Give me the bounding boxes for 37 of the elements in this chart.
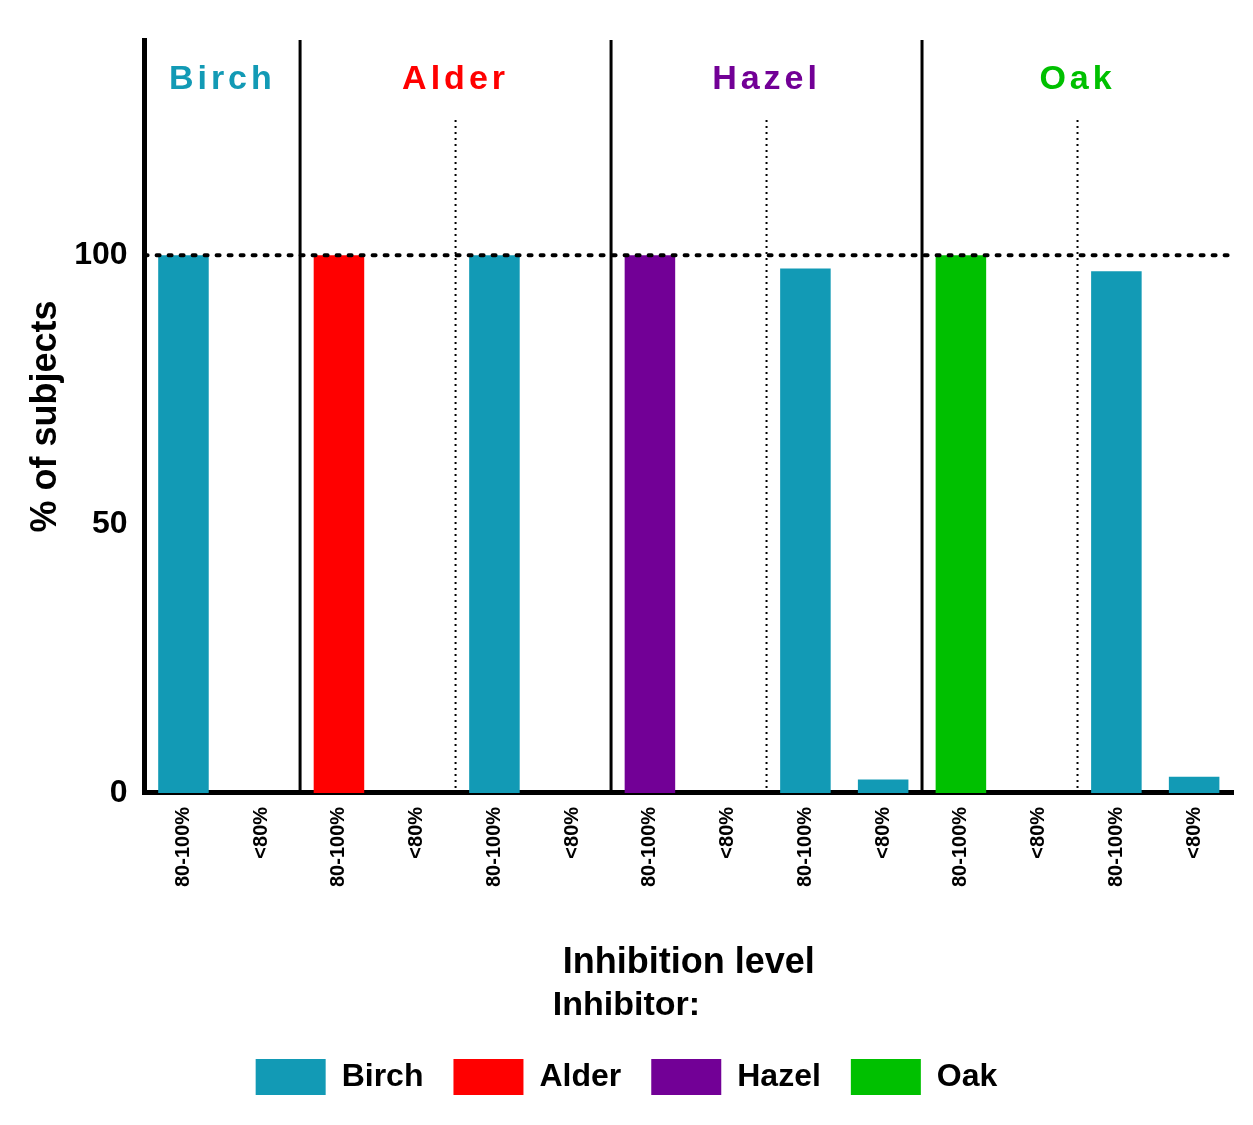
x-tick-label: 80-100% (1103, 806, 1126, 887)
y-axis-title: % of subjects (22, 300, 64, 533)
bar (158, 255, 209, 793)
y-tick-label: 50 (92, 503, 128, 540)
bar (935, 255, 987, 793)
x-tick-label: <80% (715, 806, 738, 859)
x-tick-label: <80% (248, 806, 271, 859)
legend-label: Alder (539, 1056, 622, 1093)
bar (780, 268, 831, 793)
x-tick-label: 80-100% (948, 806, 971, 887)
x-tick-label: <80% (1026, 806, 1049, 859)
text: Birch (168, 58, 276, 97)
bar (313, 255, 365, 793)
y-tick-label: 0 (109, 772, 128, 809)
bar (1091, 271, 1142, 793)
x-tick-label: 80-100% (481, 806, 504, 887)
legend-label: Oak (936, 1056, 998, 1093)
x-axis-title: Inhibition level (562, 939, 815, 981)
bar (1168, 776, 1220, 793)
x-tick-label: <80% (559, 806, 582, 859)
legend-label: Birch (341, 1056, 424, 1093)
x-tick-label: 80-100% (637, 806, 660, 887)
x-tick-label: 80-100% (792, 806, 815, 887)
x-tick-label: 80-100% (326, 806, 349, 887)
text: Oak (1039, 58, 1116, 97)
legend-title: Inhibitor: (552, 983, 701, 1022)
y-tick-label: 100 (74, 234, 128, 271)
legend-label: Hazel (737, 1056, 821, 1093)
x-tick-label: <80% (870, 806, 893, 859)
text: Alder (402, 58, 510, 97)
bar (624, 255, 676, 793)
x-tick-label: <80% (404, 806, 427, 859)
x-tick-label: 80-100% (170, 806, 193, 887)
text: Hazel (712, 58, 821, 97)
bar (469, 255, 520, 793)
x-tick-label: <80% (1181, 806, 1204, 859)
bar (857, 779, 909, 793)
